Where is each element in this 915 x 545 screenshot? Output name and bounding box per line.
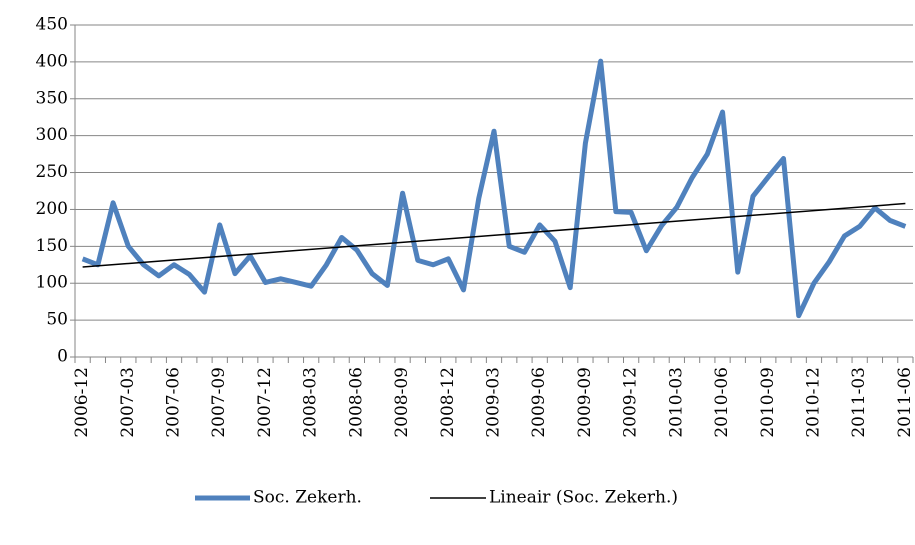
y-tick-label: 250 [36, 162, 68, 182]
x-tick-label: 2009-12 [621, 367, 641, 438]
x-tick-label: 2010-09 [758, 367, 778, 438]
legend-label: Soc. Zekerh. [253, 488, 362, 508]
y-tick-label: 50 [46, 310, 68, 330]
x-tick-label: 2008-12 [438, 367, 458, 438]
y-tick-label: 0 [57, 347, 68, 367]
x-tick-label: 2009-06 [529, 367, 549, 438]
x-tick-label: 2007-12 [255, 367, 275, 438]
x-tick-label: 2010-06 [712, 367, 732, 438]
y-tick-label: 400 [36, 51, 68, 71]
y-tick-label: 200 [36, 199, 68, 219]
x-tick-label: 2010-03 [666, 367, 686, 438]
y-tick-label: 450 [36, 15, 68, 35]
y-tick-label: 350 [36, 88, 68, 108]
x-tick-label: 2007-06 [164, 367, 184, 438]
x-tick-label: 2008-03 [301, 367, 321, 438]
x-tick-label: 2011-06 [895, 367, 915, 438]
trend-line [82, 202, 906, 268]
legend-label: Lineair (Soc. Zekerh.) [489, 488, 678, 508]
x-tick-label: 2007-03 [118, 367, 138, 438]
data-line [81, 58, 907, 319]
y-tick-label: 150 [36, 236, 68, 256]
x-tick-label: 2011-03 [849, 367, 869, 438]
x-tick-label: 2010-12 [803, 367, 823, 438]
y-tick-label: 300 [36, 125, 68, 145]
x-tick-label: 2007-09 [209, 367, 229, 438]
x-tick-label: 2008-09 [392, 367, 412, 438]
y-tick-label: 100 [36, 273, 68, 293]
x-tick-label: 2008-06 [346, 367, 366, 438]
x-tick-label: 2009-03 [484, 367, 504, 438]
x-tick-label: 2009-09 [575, 367, 595, 438]
x-tick-label: 2006-12 [72, 367, 92, 438]
